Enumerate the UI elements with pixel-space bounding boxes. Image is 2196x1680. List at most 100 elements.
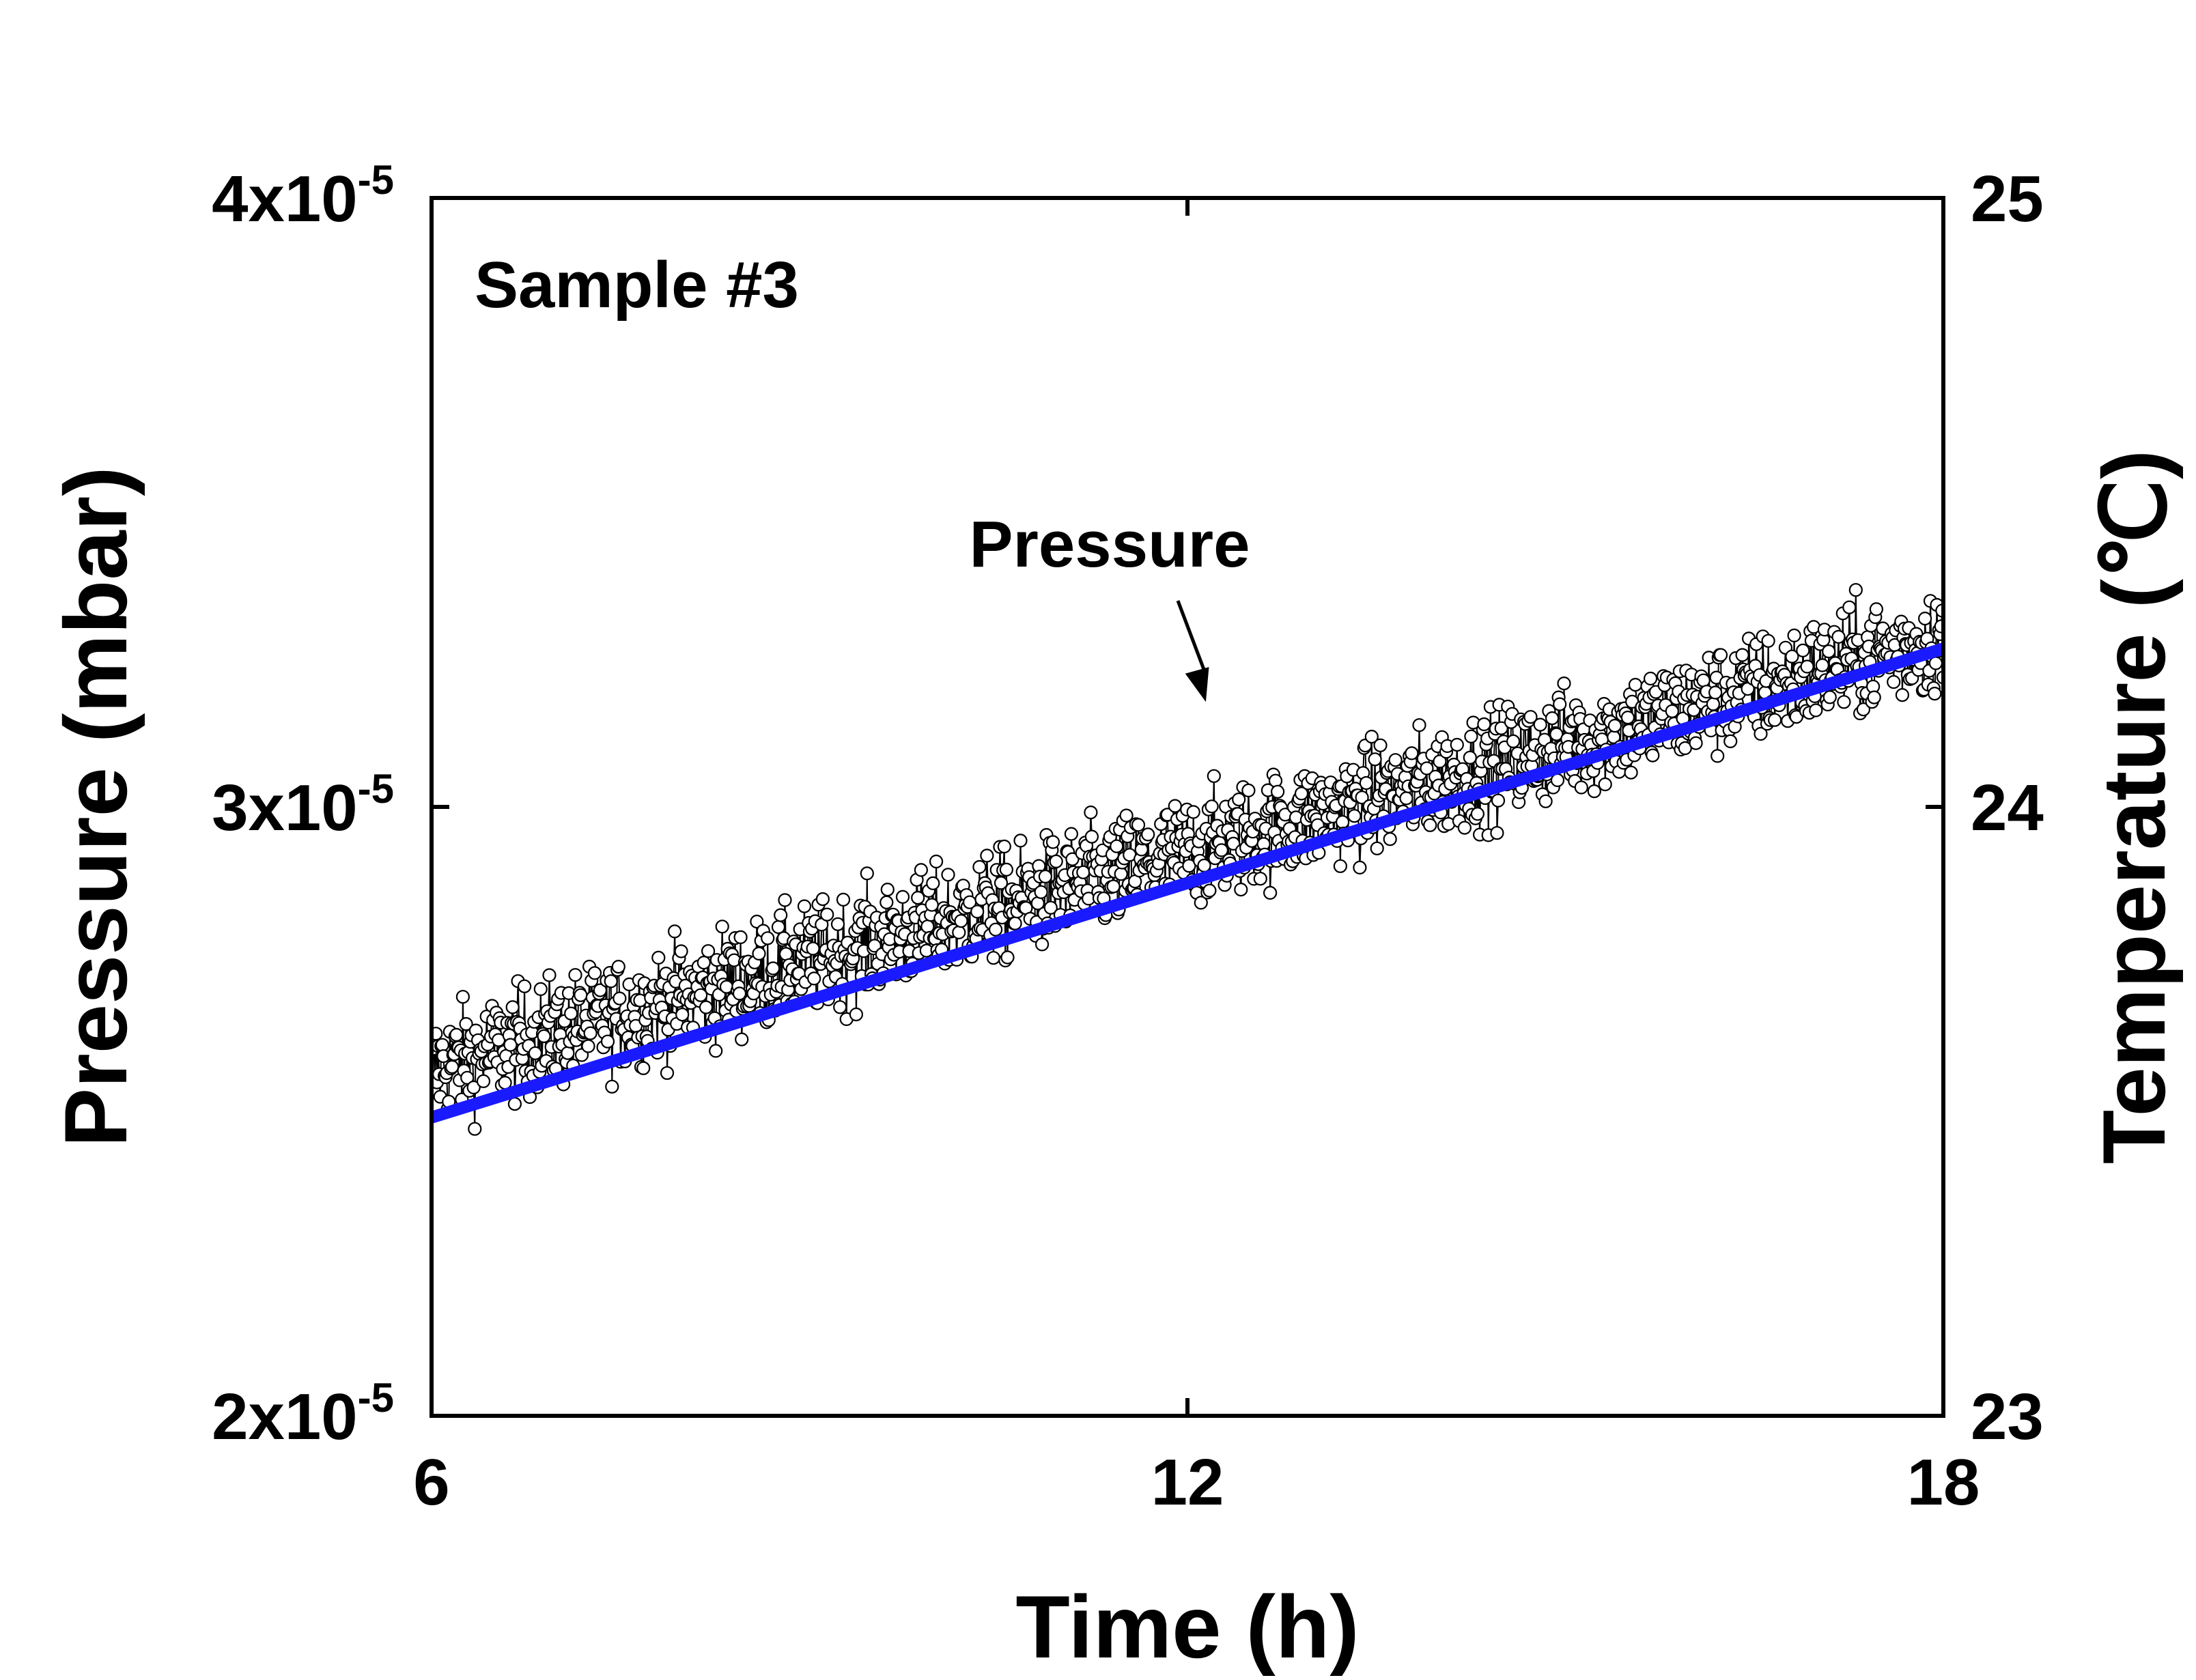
pressure-data-point <box>1333 859 1348 873</box>
y-right-tick-label: 25 <box>1971 162 2044 236</box>
pressure-data-point <box>1084 805 1098 820</box>
pressure-data-point <box>449 1027 464 1042</box>
pressure-data-point <box>1506 734 1521 749</box>
pressure-data-point <box>503 1038 518 1052</box>
pressure-data-point <box>911 890 925 905</box>
pressure-data-point <box>849 1007 864 1022</box>
pressure-data-point <box>1355 791 1369 805</box>
pressure-data-point <box>833 1000 847 1014</box>
pressure-data-point <box>1383 832 1397 846</box>
pressure-data-point <box>988 922 1003 937</box>
pressure-data-point <box>750 914 764 929</box>
pressure-data-point <box>1205 799 1219 814</box>
pressure-data-point <box>574 988 588 1002</box>
pressure-data-point <box>830 917 845 931</box>
pressure-data-point <box>1822 690 1837 704</box>
pressure-data-point <box>1628 677 1643 692</box>
pressure-data-point <box>1706 697 1720 711</box>
pressure-data-point <box>1106 879 1121 894</box>
pressure-data-point <box>733 930 748 945</box>
pressure-data-point <box>765 961 780 976</box>
pressure-data-point <box>1270 784 1285 799</box>
pressure-data-point <box>605 1079 619 1094</box>
pressure-data-point <box>674 944 688 958</box>
pressure-data-point <box>1457 821 1472 835</box>
pressure-data-point <box>867 939 882 953</box>
pressure-data-point <box>1644 671 1658 686</box>
pressure-data-point <box>1711 749 1725 763</box>
pressure-data-point <box>1119 808 1134 823</box>
pressure-data-point <box>1761 633 1775 648</box>
pressure-data-point <box>613 991 627 1006</box>
pressure-data-point <box>1787 628 1801 643</box>
pressure-data-point <box>1450 737 1464 752</box>
pressure-data-point <box>732 986 747 1001</box>
pressure-data-point <box>970 905 985 919</box>
pressure-data-point <box>941 868 955 882</box>
pressure-data-point <box>1494 721 1508 735</box>
pressure-data-point <box>999 862 1014 877</box>
pressure-data-point <box>675 1008 690 1022</box>
pressure-data-point <box>752 946 766 961</box>
pressure-data-point <box>1110 839 1124 853</box>
pressure-data-point <box>1000 950 1015 965</box>
pressure-data-point <box>1368 752 1382 767</box>
pressure-data-point <box>820 907 834 922</box>
pressure-data-point <box>1241 783 1256 798</box>
arrow-shaft <box>1176 600 1208 676</box>
pressure-data-point <box>561 1046 575 1060</box>
pressure-data-point <box>1587 784 1601 799</box>
pressure-data-point <box>604 974 618 988</box>
pressure-data-point <box>1646 748 1660 763</box>
x-tick-label: 6 <box>413 1446 449 1519</box>
pressure-data-point <box>459 1016 473 1031</box>
pressure-data-point <box>568 968 582 982</box>
pressure-data-point <box>1809 703 1823 717</box>
pressure-data-point <box>1141 827 1155 842</box>
pressure-data-point <box>1607 718 1622 733</box>
pressure-data-point <box>1399 791 1413 806</box>
pressure-data-point <box>528 1046 543 1060</box>
pressure-data-point <box>1895 687 1909 702</box>
pressure-data-point <box>1353 860 1367 875</box>
pressure-data-point <box>926 876 940 891</box>
pressure-data-point <box>761 931 775 945</box>
pressure-data-point <box>1842 600 1857 614</box>
pressure-data-point <box>774 908 788 922</box>
pressure-data-point <box>1013 834 1028 848</box>
pressure-data-point <box>1226 836 1241 851</box>
pressure-data-point <box>1423 818 1437 832</box>
pressure-data-point <box>435 1038 449 1052</box>
y-right-tick-label: 24 <box>1971 771 2044 844</box>
pressure-data-point <box>709 1044 723 1058</box>
pressure-data-point <box>1735 648 1749 662</box>
pressure-annotation: Pressure <box>970 508 1250 581</box>
pressure-data-point <box>880 882 895 897</box>
pressure-data-point <box>1347 809 1362 823</box>
temperature-line-series <box>432 642 1943 1124</box>
axis-tick-labels: 6 12 18 2x10-5 3x10-5 4x10-5 23 24 25 <box>212 157 2044 1519</box>
pressure-data-point <box>455 990 470 1004</box>
axis-ticks <box>430 196 1945 1418</box>
pressure-data-point <box>920 920 935 934</box>
pressure-data-point <box>1754 726 1768 741</box>
pressure-annotation-arrow <box>1176 600 1209 702</box>
pressure-data-point <box>600 1034 615 1049</box>
pressure-data-point <box>1234 882 1248 897</box>
pressure-data-point <box>1553 697 1567 711</box>
pressure-data-point <box>1523 710 1538 724</box>
pressure-data-point <box>1831 629 1846 644</box>
pressure-data-point <box>468 1122 482 1136</box>
pressure-data-point <box>696 955 711 970</box>
pressure-data-point <box>1598 777 1612 792</box>
pressure-data-point <box>1232 792 1246 807</box>
pressure-data-point <box>1557 676 1571 691</box>
pressure-data-point <box>1335 815 1350 829</box>
pressure-data-point <box>587 966 602 980</box>
pressure-data-point <box>1665 704 1679 718</box>
pressure-data-point <box>1624 765 1638 780</box>
pressure-data-point <box>1768 713 1782 727</box>
pressure-data-point <box>1043 900 1058 915</box>
pressure-data-point <box>537 1029 551 1044</box>
pressure-data-point <box>1084 829 1099 844</box>
